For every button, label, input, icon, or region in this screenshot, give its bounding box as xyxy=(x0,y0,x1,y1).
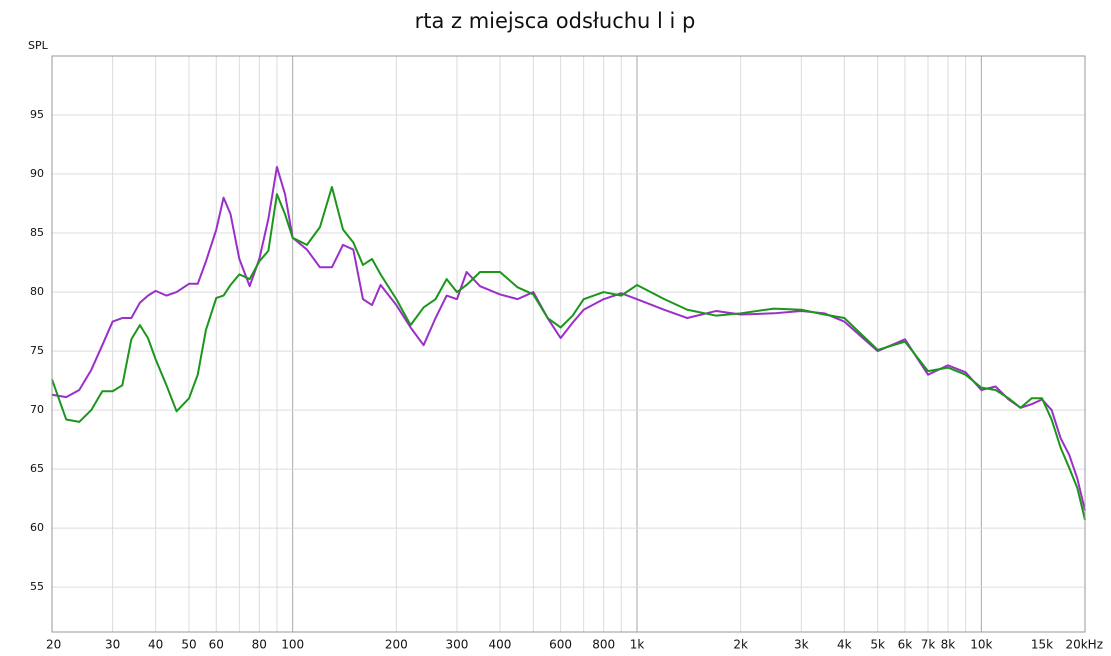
x-tick-label: 6k xyxy=(898,638,913,652)
plot-frame xyxy=(51,55,1086,633)
x-tick-label: 100 xyxy=(281,638,304,652)
x-tick-label: 50 xyxy=(181,638,196,652)
y-tick-label: 90 xyxy=(30,167,44,180)
plot xyxy=(51,165,1086,521)
x-tick-label: 600 xyxy=(549,638,572,652)
x-tick-label: 4k xyxy=(837,638,852,652)
x-tick-label: 200 xyxy=(385,638,408,652)
x-tick-label: 7k xyxy=(921,638,936,652)
y-tick-label: 70 xyxy=(30,403,44,416)
y-tick-label: 60 xyxy=(30,521,44,534)
x-tick-label: 5k xyxy=(870,638,885,652)
y-tick-label: 65 xyxy=(30,462,44,475)
x-tick-label: 3k xyxy=(794,638,809,652)
curve xyxy=(51,165,1086,511)
x-tick-label: 20kHz xyxy=(1065,638,1103,652)
y-tick-label: 95 xyxy=(30,108,44,121)
x-tick-label: 20 xyxy=(46,638,61,652)
x-tick-label: 40 xyxy=(148,638,163,652)
x-tick-label: 15k xyxy=(1031,638,1053,652)
y-tick-label: 85 xyxy=(30,226,44,239)
x-tick-label: 1k xyxy=(630,638,645,652)
y-tick-label: 55 xyxy=(30,580,44,593)
y-tick-label: 80 xyxy=(30,285,44,298)
x-tick-label: 60 xyxy=(209,638,224,652)
y-tick-label: 75 xyxy=(30,344,44,357)
x-tick-label: 2k xyxy=(733,638,748,652)
x-tick-label: 30 xyxy=(105,638,120,652)
chart-title: rta z miejsca odsłuchu l i p xyxy=(415,9,696,33)
x-tick-label: 800 xyxy=(592,638,615,652)
x-tick-label: 300 xyxy=(446,638,469,652)
x-tick-label: 400 xyxy=(489,638,512,652)
curve xyxy=(51,186,1086,521)
x-tick-label: 10k xyxy=(970,638,992,652)
grid xyxy=(51,56,1086,632)
x-tick-label: 80 xyxy=(252,638,267,652)
x-tick-label: 8k xyxy=(941,638,956,652)
y-axis-label: SPL xyxy=(28,39,49,52)
